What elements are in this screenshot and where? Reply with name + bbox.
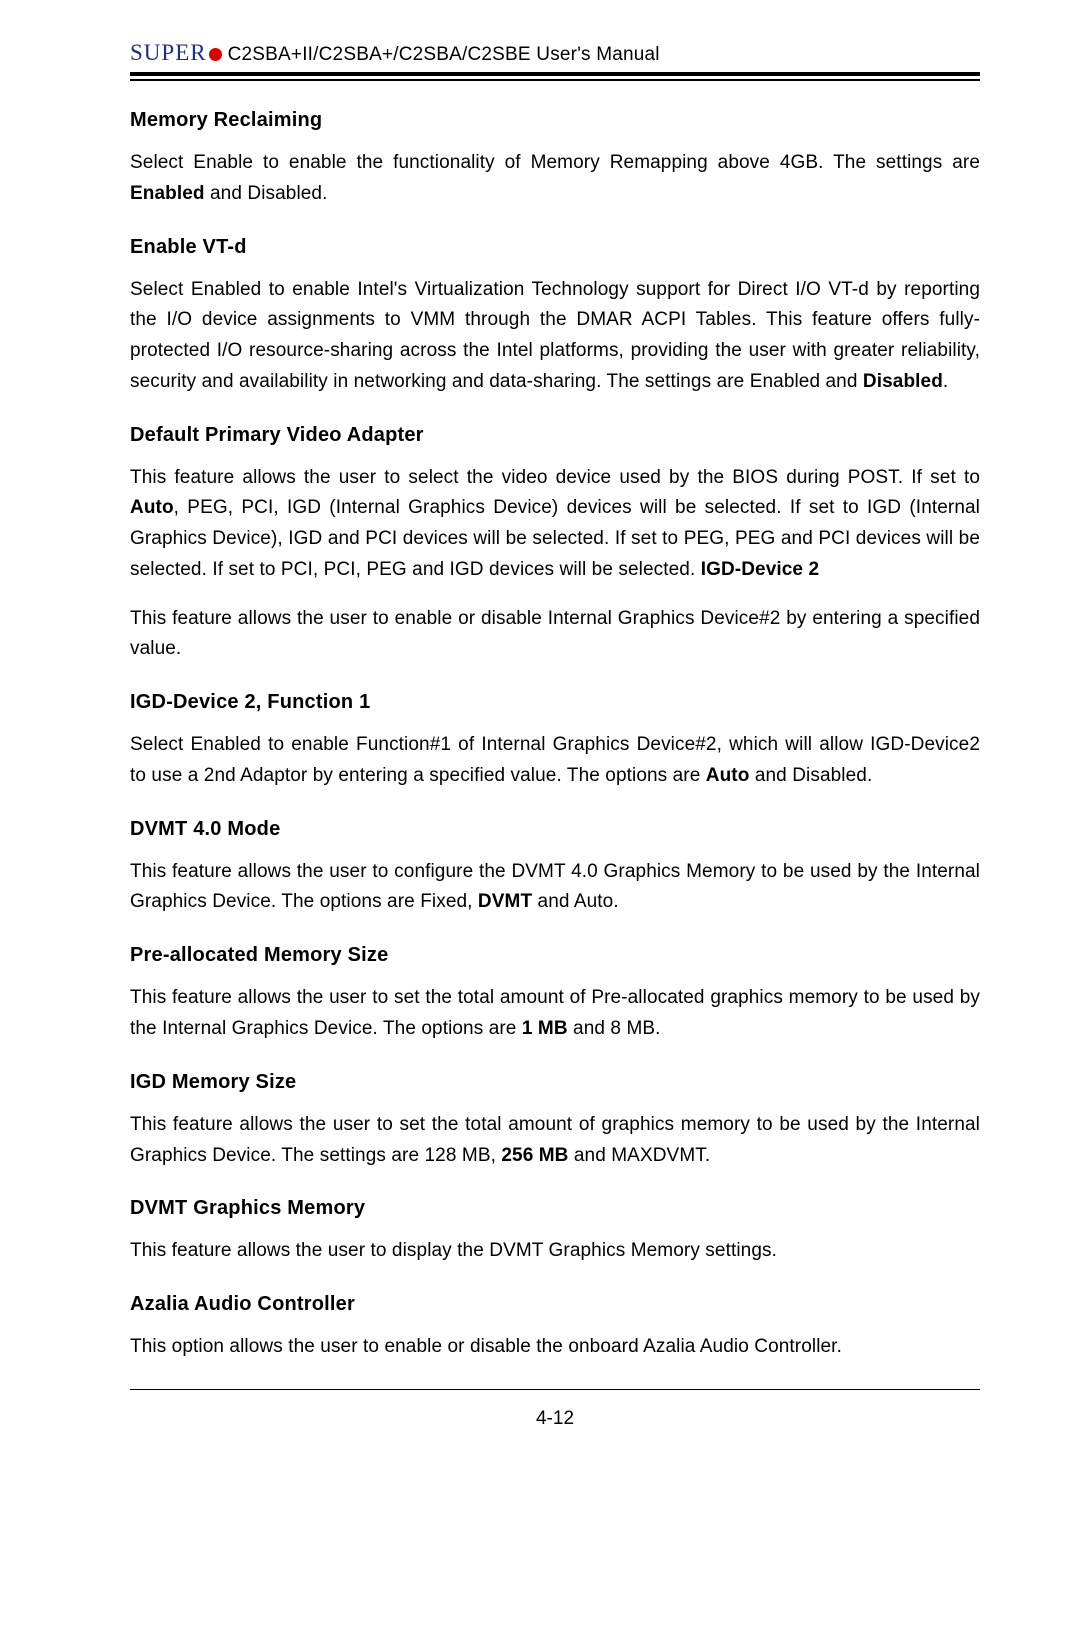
paragraph-dvmt-graphics: This feature allows the user to display … — [130, 1236, 980, 1267]
heading-default-primary-video: Default Primary Video Adapter — [130, 424, 980, 447]
text-run: , PEG, PCI, IGD (Internal Graphics Devic… — [130, 497, 980, 580]
text-run: . — [943, 371, 948, 392]
text-run: and Auto. — [532, 891, 619, 912]
text-run: and 8 MB. — [568, 1018, 661, 1039]
text-bold: Auto — [706, 765, 750, 786]
heading-memory-reclaiming: Memory Reclaiming — [130, 109, 980, 132]
text-bold: DVMT — [478, 891, 532, 912]
paragraph-default-primary-video-1: This feature allows the user to select t… — [130, 463, 980, 586]
text-run: Select Enable to enable the functionalit… — [130, 152, 980, 173]
paragraph-prealloc-mem: This feature allows the user to set the … — [130, 983, 980, 1045]
footer-rule — [130, 1389, 980, 1390]
heading-azalia: Azalia Audio Controller — [130, 1293, 980, 1316]
text-bold: Disabled — [863, 371, 943, 392]
page-header: SUPER C2SBA+II/C2SBA+/C2SBA/C2SBE User's… — [130, 40, 980, 66]
heading-dvmt-mode: DVMT 4.0 Mode — [130, 818, 980, 841]
paragraph-igd-device2-func1: Select Enabled to enable Function#1 of I… — [130, 730, 980, 792]
brand-dot-icon — [209, 48, 222, 61]
manual-page: SUPER C2SBA+II/C2SBA+/C2SBA/C2SBE User's… — [0, 0, 1080, 1650]
paragraph-memory-reclaiming: Select Enable to enable the functionalit… — [130, 148, 980, 210]
manual-title: C2SBA+II/C2SBA+/C2SBA/C2SBE User's Manua… — [228, 44, 660, 66]
header-rule — [130, 72, 980, 81]
page-number: 4-12 — [130, 1408, 980, 1430]
paragraph-igd-mem: This feature allows the user to set the … — [130, 1110, 980, 1172]
text-bold: IGD-Device 2 — [701, 559, 819, 580]
heading-igd-mem: IGD Memory Size — [130, 1071, 980, 1094]
heading-enable-vtd: Enable VT-d — [130, 236, 980, 259]
paragraph-dvmt-mode: This feature allows the user to configur… — [130, 857, 980, 919]
text-bold: Enabled — [130, 183, 205, 204]
paragraph-azalia: This option allows the user to enable or… — [130, 1332, 980, 1363]
heading-igd-device2-func1: IGD-Device 2, Function 1 — [130, 691, 980, 714]
paragraph-enable-vtd: Select Enabled to enable Intel's Virtual… — [130, 275, 980, 398]
heading-dvmt-graphics: DVMT Graphics Memory — [130, 1197, 980, 1220]
text-run: Select Enabled to enable Intel's Virtual… — [130, 279, 980, 392]
brand-logo-text: SUPER — [130, 40, 207, 66]
text-run: and Disabled. — [205, 183, 328, 204]
text-bold: 1 MB — [522, 1018, 568, 1039]
text-run: and Disabled. — [749, 765, 872, 786]
heading-prealloc-mem: Pre-allocated Memory Size — [130, 944, 980, 967]
text-run: and MAXDVMT. — [569, 1145, 711, 1166]
text-run: This feature allows the user to select t… — [130, 467, 980, 488]
paragraph-default-primary-video-2: This feature allows the user to enable o… — [130, 604, 980, 666]
text-bold: Auto — [130, 497, 174, 518]
text-bold: 256 MB — [501, 1145, 568, 1166]
